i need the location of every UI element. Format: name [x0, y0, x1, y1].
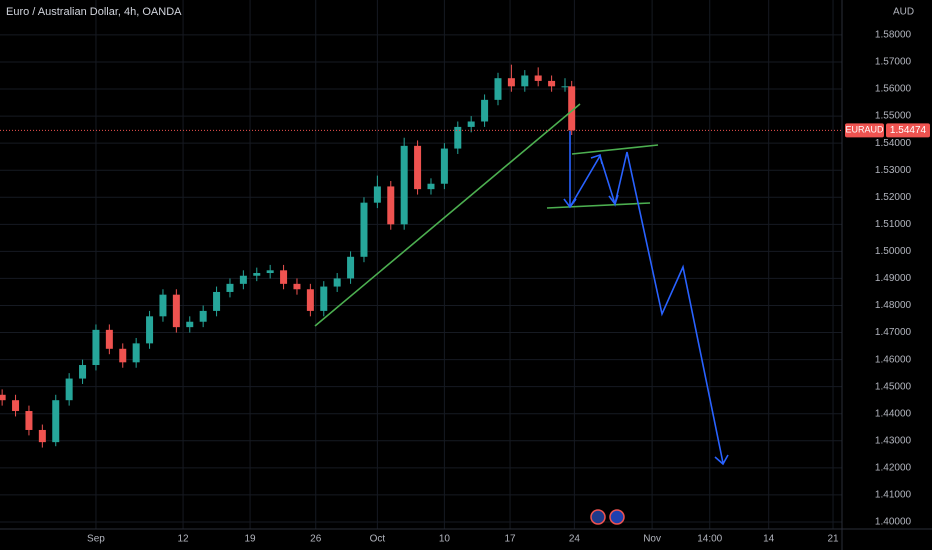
candle-body	[440, 148, 448, 184]
event-icon[interactable]	[590, 509, 606, 525]
currency-label: AUD	[893, 7, 914, 18]
y-tick-label: 1.46000	[875, 354, 912, 365]
candle-body	[507, 78, 515, 87]
candle-body	[320, 286, 328, 311]
channel-top	[571, 144, 659, 155]
x-tick-label: 26	[310, 534, 322, 545]
channel-bottom	[546, 202, 651, 209]
trend-line	[314, 103, 581, 327]
candle-body	[387, 186, 395, 225]
candle-body	[0, 394, 6, 401]
event-icons	[590, 509, 625, 525]
candle-body	[213, 291, 221, 311]
x-tick-label: 14	[763, 534, 775, 545]
y-tick-label: 1.50000	[875, 246, 912, 257]
y-tick-label: 1.58000	[875, 30, 912, 41]
candle-body	[79, 365, 87, 379]
x-tick-label: 17	[504, 534, 516, 545]
candle-body	[52, 400, 60, 443]
price-tag	[886, 123, 930, 138]
candles	[0, 64, 576, 448]
y-tick-label: 1.49000	[875, 273, 912, 284]
y-tick-label: 1.51000	[875, 219, 912, 230]
x-tick-label: Nov	[643, 534, 661, 545]
candle-body	[534, 75, 542, 81]
candle-body	[25, 411, 33, 430]
candle-body	[65, 378, 73, 401]
candle-body	[266, 270, 274, 274]
y-tick-label: 1.48000	[875, 300, 912, 311]
candle-body	[494, 78, 502, 100]
x-tick-label: 21	[827, 534, 839, 545]
candle-body	[132, 343, 140, 363]
candle-body	[38, 429, 46, 443]
y-tick-label: 1.43000	[875, 435, 912, 446]
candle-body	[226, 283, 234, 292]
candle-body	[146, 316, 154, 344]
candle-body	[414, 145, 422, 190]
drawings	[314, 103, 729, 466]
candle-body	[400, 145, 408, 225]
candle-body	[239, 275, 247, 284]
x-tick-label: Sep	[87, 534, 105, 545]
candle-body	[119, 348, 127, 363]
x-tick-label: 10	[439, 534, 451, 545]
candle-body	[568, 86, 576, 131]
candle-body	[253, 273, 261, 276]
x-tick-label: 24	[569, 534, 581, 545]
y-tick-label: 1.40000	[875, 517, 912, 528]
arrow-head	[608, 194, 619, 206]
candle-body	[521, 75, 529, 87]
candle-body	[186, 321, 194, 328]
candle-body	[427, 183, 435, 190]
y-tick-label: 1.54000	[875, 138, 912, 149]
x-tick-label: 12	[177, 534, 189, 545]
candle-body	[92, 329, 100, 366]
arrow-head	[714, 454, 729, 466]
candle-body	[360, 202, 368, 257]
candle-body	[347, 256, 355, 279]
y-tick-label: 1.47000	[875, 327, 912, 338]
event-icon[interactable]	[609, 509, 625, 525]
arrow-head	[590, 153, 603, 165]
candle-body	[105, 329, 113, 349]
x-tick-label: Oct	[370, 534, 386, 545]
y-tick-label: 1.41000	[875, 490, 912, 501]
x-tick-label: 14:00	[697, 534, 722, 545]
candle-body	[561, 86, 569, 88]
candle-body	[293, 283, 301, 290]
candle-body	[159, 294, 167, 317]
y-tick-label: 1.53000	[875, 165, 912, 176]
candle-body	[280, 270, 288, 284]
candle-body	[373, 186, 381, 203]
last-price: EURAUD 1.54474	[0, 123, 930, 138]
y-tick-label: 1.52000	[875, 192, 912, 203]
chart-title: Euro / Australian Dollar, 4h, OANDA	[6, 6, 182, 18]
y-tick-label: 1.55000	[875, 111, 912, 122]
candle-body	[467, 121, 475, 127]
y-tick-label: 1.56000	[875, 84, 912, 95]
candle-body	[12, 400, 20, 412]
price-label: 1.54474	[890, 125, 927, 136]
symbol-tag	[845, 123, 884, 138]
symbol-label: EURAUD	[845, 125, 884, 135]
candle-body	[199, 310, 207, 322]
candle-body	[172, 294, 180, 328]
x-tick-label: 19	[245, 534, 257, 545]
y-tick-label: 1.45000	[875, 381, 912, 392]
candle-body	[454, 126, 462, 149]
y-tick-label: 1.57000	[875, 57, 912, 68]
y-tick-label: 1.44000	[875, 408, 912, 419]
candle-body	[548, 80, 556, 87]
grid	[0, 0, 842, 529]
candle-body	[306, 289, 314, 311]
candle-body	[333, 278, 341, 287]
candle-body	[481, 99, 489, 122]
y-tick-label: 1.42000	[875, 462, 912, 473]
